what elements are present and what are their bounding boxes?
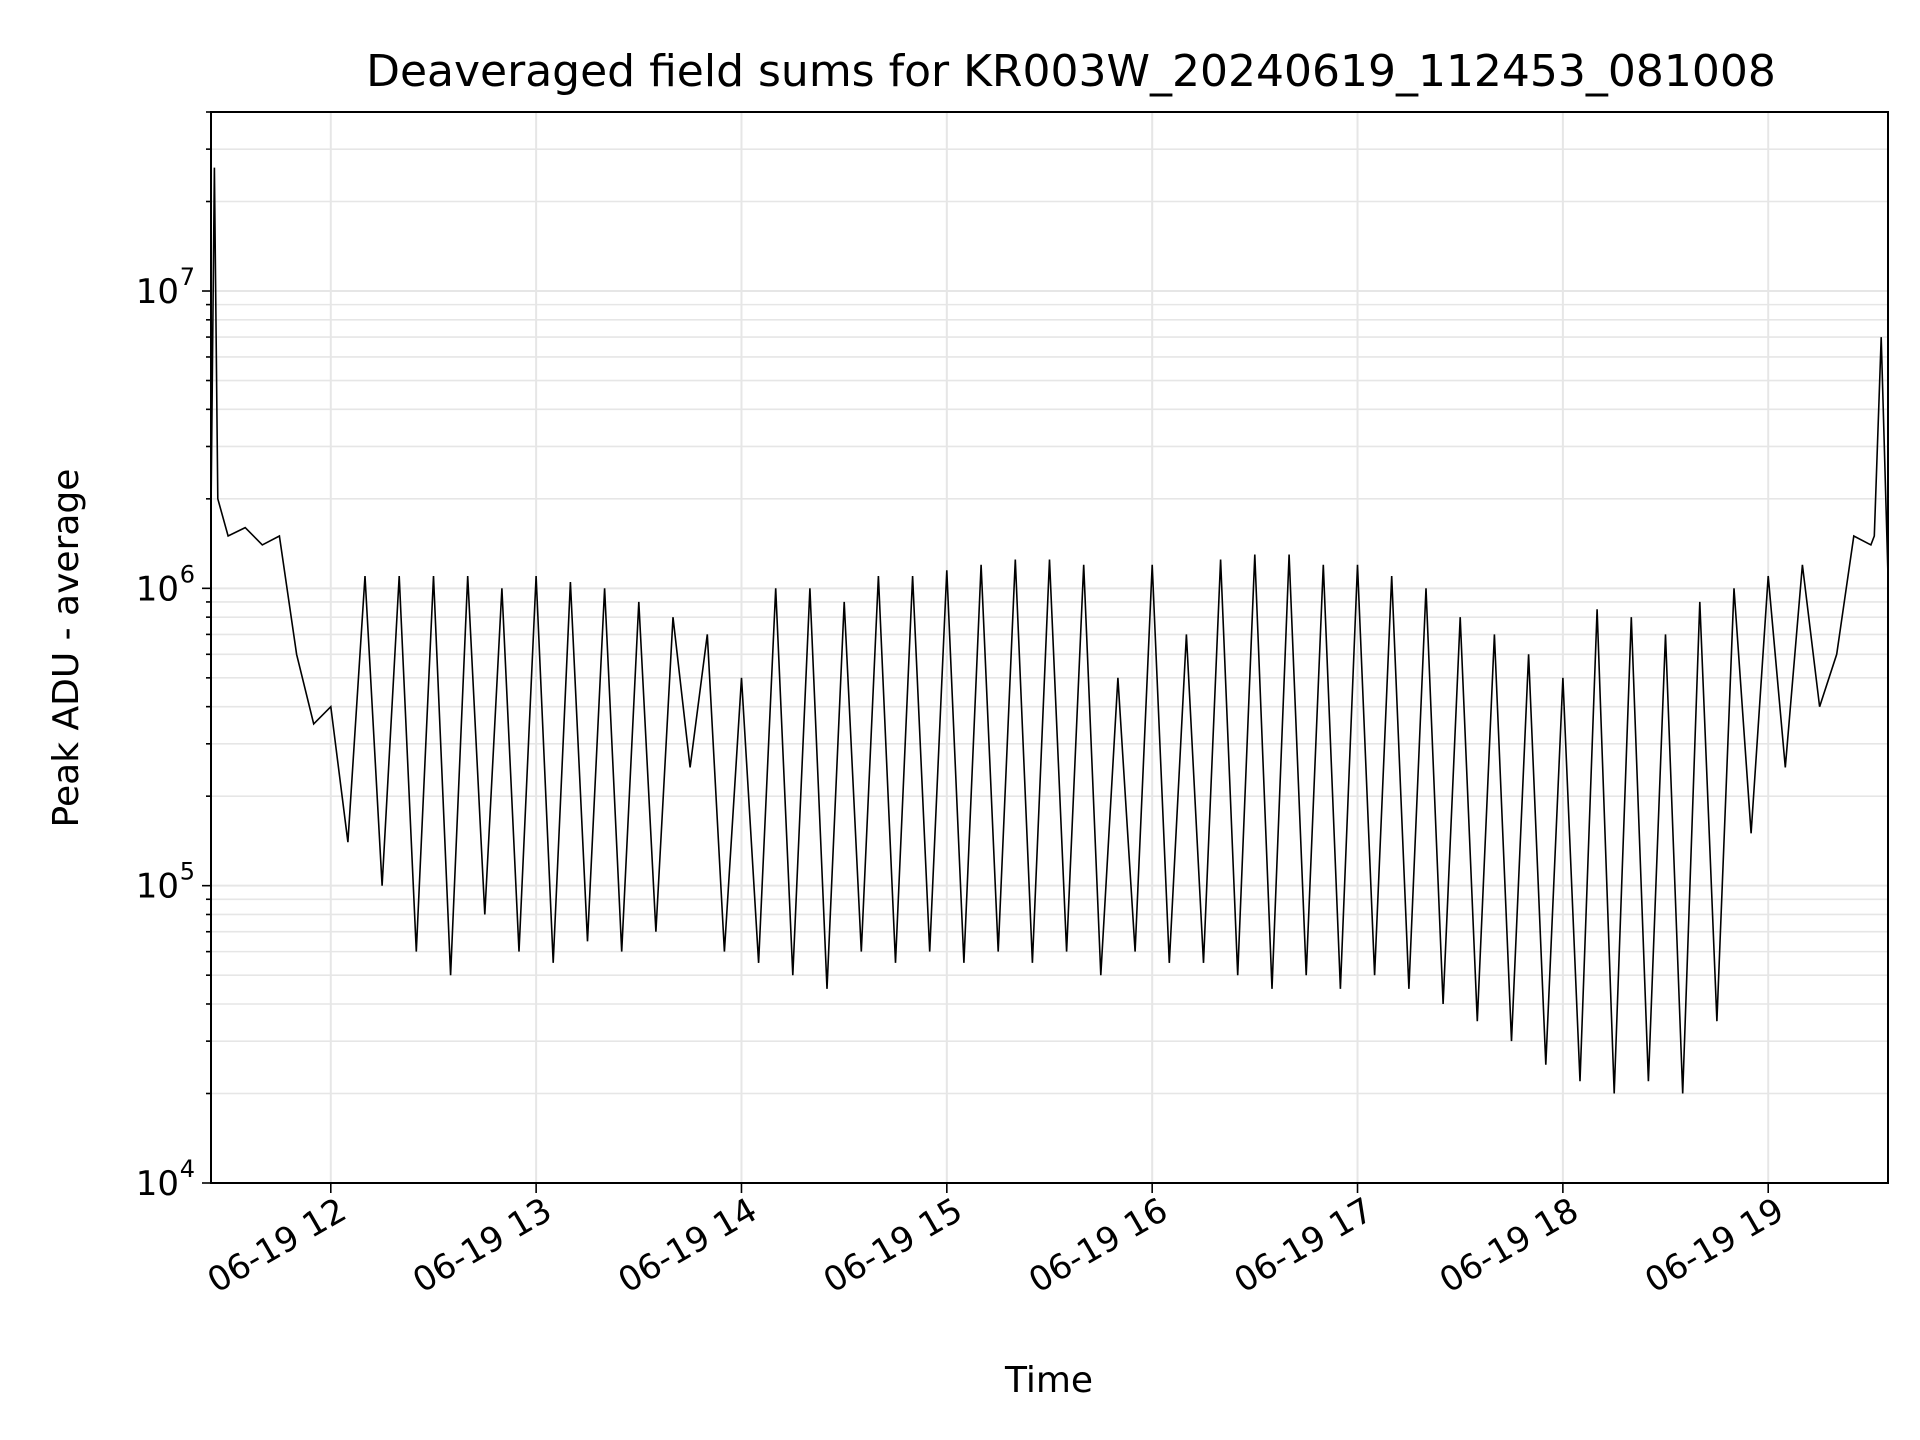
series-line (210, 167, 1889, 1094)
y-tick-label: 10 (136, 1164, 179, 1204)
y-tick-label: 10 (136, 867, 179, 907)
y-tick-exponent: 6 (180, 560, 195, 588)
y-tick-exponent: 5 (180, 858, 195, 886)
chart-title: Deaveraged field sums for KR003W_2024061… (366, 46, 1776, 97)
x-axis-label: Time (1004, 1360, 1093, 1401)
y-axis-label: Peak ADU - average (46, 469, 87, 828)
plot-frame (210, 111, 1889, 1184)
grid (211, 111, 1888, 1184)
y-tick-exponent: 7 (180, 263, 195, 291)
y-tick-label: 10 (136, 569, 179, 609)
y-tick-exponent: 4 (180, 1155, 195, 1183)
data-series (210, 167, 1889, 1094)
y-tick-label: 10 (136, 272, 179, 312)
